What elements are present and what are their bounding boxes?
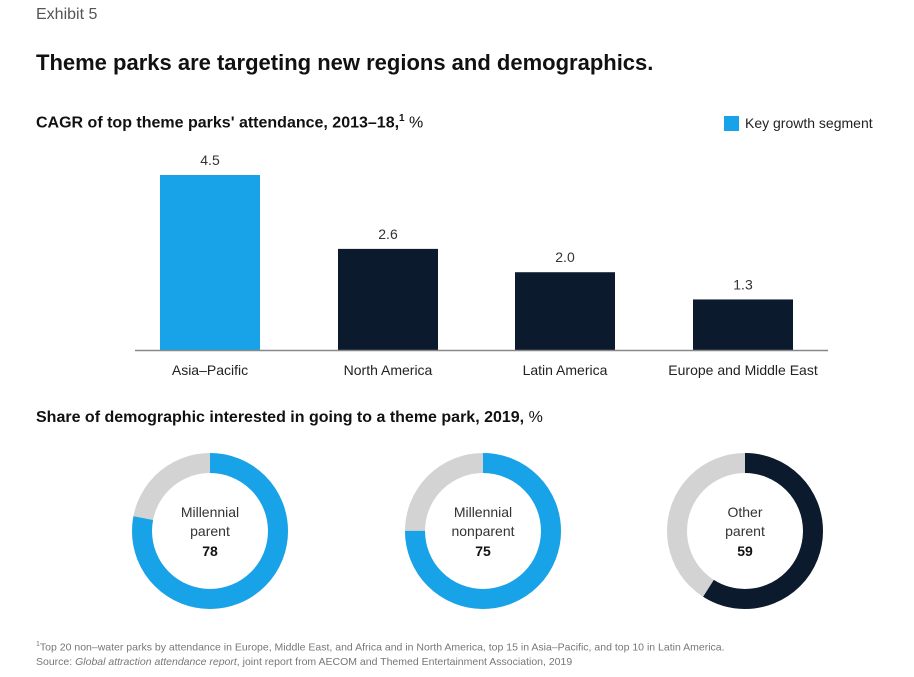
footnote: 1Top 20 non–water parks by attendance in… (36, 638, 725, 669)
bar (693, 299, 793, 350)
donut-label: Millennial (454, 504, 512, 520)
donut-chart-title: Share of demographic interested in going… (36, 409, 543, 427)
footnote-marker: 1 (399, 113, 405, 124)
footnote-source: Source: Global attraction attendance rep… (36, 655, 573, 668)
page-title: Theme parks are targeting new regions an… (36, 50, 654, 75)
category-label: Europe and Middle East (668, 362, 818, 378)
category-label: North America (344, 362, 433, 378)
donut-chart-title-unit: % (524, 409, 543, 426)
legend: Key growth segment (724, 115, 873, 131)
bar-chart-title-unit: % (404, 114, 424, 132)
donut-label: Millennial (181, 504, 239, 520)
legend-swatch (724, 115, 739, 131)
bar (160, 175, 260, 350)
bar-value-label: 4.5 (200, 152, 220, 168)
bar-chart-title: CAGR of top theme parks' attendance, 201… (36, 113, 423, 132)
legend-label: Key growth segment (745, 115, 873, 131)
bar-value-label: 2.6 (378, 226, 398, 242)
bar (338, 248, 438, 350)
donut-label: parent (725, 523, 765, 539)
category-label: Latin America (523, 362, 608, 378)
donut-chart-title-text: Share of demographic interested in going… (36, 409, 525, 426)
exhibit-label: Exhibit 5 (36, 6, 98, 23)
donut-segment (667, 453, 823, 609)
bar-value-label: 2.0 (555, 249, 575, 265)
category-label: Asia–Pacific (172, 362, 248, 378)
bar-value-label: 1.3 (733, 276, 753, 292)
bar (515, 272, 615, 350)
donut-value-label: 78 (202, 543, 218, 559)
donut-label: Other (727, 504, 762, 520)
donut-segment (405, 453, 561, 609)
bar-chart-title-text: CAGR of top theme parks' attendance, 201… (36, 114, 400, 132)
donut-segment (132, 453, 288, 609)
donut-value-label: 75 (475, 543, 491, 559)
donut-value-label: 59 (737, 543, 753, 559)
donut-label: nonparent (451, 523, 514, 539)
donut-label: parent (190, 523, 230, 539)
footnote-note: 1Top 20 non–water parks by attendance in… (36, 641, 725, 654)
